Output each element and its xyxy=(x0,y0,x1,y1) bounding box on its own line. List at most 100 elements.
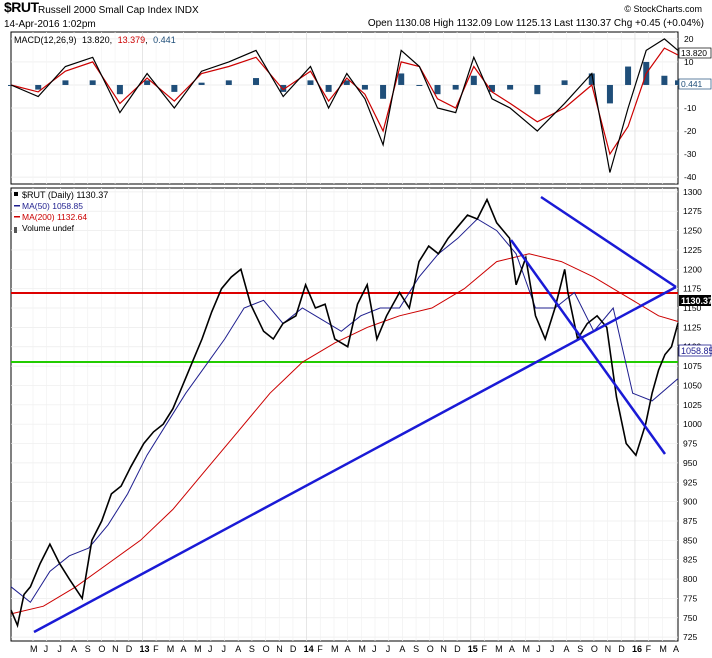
macd-tick-label: -30 xyxy=(684,149,697,159)
price-tick-label: 1000 xyxy=(683,419,702,429)
ma50-value-label: 1058.85 xyxy=(681,346,712,356)
ma50-value-box xyxy=(678,344,712,357)
macd-hist-bar xyxy=(361,84,368,90)
macd-hist-bar xyxy=(488,84,495,92)
hist-value-box xyxy=(678,78,712,90)
x-tick-label: 13 xyxy=(139,644,149,654)
x-tick-label: F xyxy=(481,644,487,654)
price-tick-label: 1300 xyxy=(683,187,702,197)
x-tick-label: A xyxy=(345,644,351,654)
macd-hist-bar xyxy=(198,82,205,85)
price-tick-label: 975 xyxy=(683,439,697,449)
macd-hist-bar xyxy=(661,75,668,85)
x-tick-label: M xyxy=(194,644,202,654)
macd-hist-bar xyxy=(561,80,568,85)
price-tick-label: 1275 xyxy=(683,206,702,216)
price-legend: $RUT (Daily) 1130.37 MA(50) 1058.85 MA(2… xyxy=(14,190,108,233)
ohlc-summary: Open 1130.08 High 1132.09 Low 1125.13 La… xyxy=(367,18,704,29)
ma50-line xyxy=(10,218,679,604)
x-tick-label: J xyxy=(372,644,377,654)
x-tick-label: A xyxy=(509,644,515,654)
legend-ma200: MA(200) 1132.64 xyxy=(22,212,87,222)
x-tick-label: D xyxy=(618,644,625,654)
last-value-label: 1130.37 xyxy=(681,296,712,306)
price-tick-label: 1125 xyxy=(683,322,702,332)
price-tick-label: 875 xyxy=(683,516,697,526)
legend-volume: Volume undef xyxy=(22,223,75,233)
price-tick-label: 1225 xyxy=(683,245,702,255)
macd-hist-bar xyxy=(225,80,232,85)
macd-hist-bar xyxy=(380,84,387,99)
x-tick-label: D xyxy=(126,644,133,654)
macd-hist-bar xyxy=(675,80,681,85)
x-tick-label: N xyxy=(440,644,447,654)
x-tick-label: O xyxy=(591,644,598,654)
macd-tick-label: -10 xyxy=(684,103,697,113)
price-tick-label: 1200 xyxy=(683,264,702,274)
hist-value-label: 0.441 xyxy=(681,79,703,89)
macd-hist-bar xyxy=(398,73,405,85)
x-tick-label: J xyxy=(208,644,213,654)
downtrend-line-upper xyxy=(540,195,677,289)
macd-hist-bar xyxy=(343,80,350,85)
macd-legend-macd: 13.820 xyxy=(82,35,110,45)
macd-tick-label: 20 xyxy=(684,34,694,44)
macd-tick-label: -40 xyxy=(684,172,697,182)
price-grid xyxy=(11,188,678,641)
price-tick-label: 925 xyxy=(683,477,697,487)
downtrend-line-lower xyxy=(509,239,667,455)
price-tick-label: 1075 xyxy=(683,361,702,371)
x-tick-label: O xyxy=(263,644,270,654)
x-tick-label: J xyxy=(386,644,391,654)
index-name: Russell 2000 Small Cap Index INDX xyxy=(38,5,199,16)
macd-hist-bar xyxy=(588,73,595,85)
legend-ma50: MA(50) 1058.85 xyxy=(22,201,83,211)
legend-swatch-price xyxy=(14,192,18,196)
x-tick-label: A xyxy=(235,644,241,654)
macd-hist-bar xyxy=(325,84,332,92)
x-tick-label: O xyxy=(427,644,434,654)
price-tick-label: 1150 xyxy=(683,303,702,313)
price-tick-label: 1250 xyxy=(683,226,702,236)
macd-hist-bar xyxy=(144,80,151,85)
price-y-axis: 1300127512501225120011751150112511001075… xyxy=(683,187,702,642)
x-tick-label: S xyxy=(85,644,91,654)
legend-swatch-ma50 xyxy=(14,205,20,207)
macd-hist-bar xyxy=(625,66,632,85)
uptrend-line xyxy=(33,285,677,634)
macd-hist-bar xyxy=(434,84,441,95)
price-tick-label: 725 xyxy=(683,632,697,642)
x-tick-label: D xyxy=(454,644,461,654)
macd-legend-hist: 0.441 xyxy=(153,35,176,45)
macd-signal-line xyxy=(10,47,679,156)
x-tick-label: N xyxy=(112,644,119,654)
price-tick-label: 1050 xyxy=(683,380,702,390)
x-tick-label: A xyxy=(673,644,679,654)
x-tick-label: S xyxy=(577,644,583,654)
macd-hist-bar xyxy=(253,78,260,85)
macd-legend-signal: 13.379 xyxy=(118,35,146,45)
x-tick-label: J xyxy=(57,644,62,654)
stockcharts-credit: © StockCharts.com xyxy=(624,4,702,14)
legend-price: $RUT (Daily) 1130.37 xyxy=(22,190,108,200)
legend-swatch-volume xyxy=(14,227,17,233)
macd-legend: MACD(12,26,9) 13.820, 13.379, 0.441 xyxy=(14,35,176,45)
symbol-title: $RUT xyxy=(4,0,39,15)
macd-hist-bar xyxy=(507,84,514,90)
macd-hist-bar xyxy=(416,84,423,86)
x-tick-label: A xyxy=(180,644,186,654)
macd-hist-bar xyxy=(116,84,123,95)
macd-tick-label: -20 xyxy=(684,126,697,136)
legend-swatch-ma200 xyxy=(14,216,20,218)
macd-hist-bar xyxy=(171,84,178,92)
x-tick-label: 14 xyxy=(304,644,314,654)
x-tick-label: M xyxy=(30,644,38,654)
x-tick-label: A xyxy=(564,644,570,654)
chart-date: 14-Apr-2016 1:02pm xyxy=(4,19,96,30)
price-tick-label: 775 xyxy=(683,593,697,603)
x-tick-label: J xyxy=(550,644,555,654)
x-tick-label: M xyxy=(523,644,531,654)
x-tick-label: M xyxy=(358,644,366,654)
x-tick-label: M xyxy=(495,644,503,654)
